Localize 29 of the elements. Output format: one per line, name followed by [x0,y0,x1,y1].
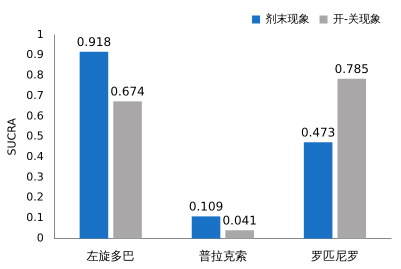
data-label: 0.785 [334,62,369,76]
bar [113,101,142,239]
data-label: 0.473 [300,125,336,140]
y-axis-title: SUCRA [5,118,18,156]
y-tick-label: 0.1 [26,211,44,224]
y-tick-label: 0.6 [26,109,44,122]
data-label: 0.041 [222,213,257,228]
bar [80,52,108,239]
legend-label: 开-关现象 [333,12,382,26]
x-tick-label: 普拉克索 [198,248,247,263]
y-tick-label: 0.2 [26,190,44,204]
data-label: 0.918 [76,34,112,49]
bar [225,230,254,239]
x-tick-label: 罗匹尼罗 [310,248,359,263]
y-tick-label: 0.4 [26,150,44,164]
legend-label: 剂末现象 [266,12,310,26]
bar [337,78,366,239]
x-tick-label: 左旋多巴 [86,248,135,263]
y-tick-label: 0.7 [26,88,44,102]
y-tick-label: 0.9 [26,48,44,62]
data-label: 0.674 [110,84,145,98]
y-tick-label: 0.8 [26,68,44,82]
bar [192,216,220,239]
bar [304,142,332,239]
data-label: 0.109 [188,200,224,214]
y-tick-label: 1 [36,28,44,41]
y-tick-label: 0.3 [26,170,44,184]
y-tick-label: 0.5 [26,130,44,143]
y-tick-label: 0 [36,231,44,244]
